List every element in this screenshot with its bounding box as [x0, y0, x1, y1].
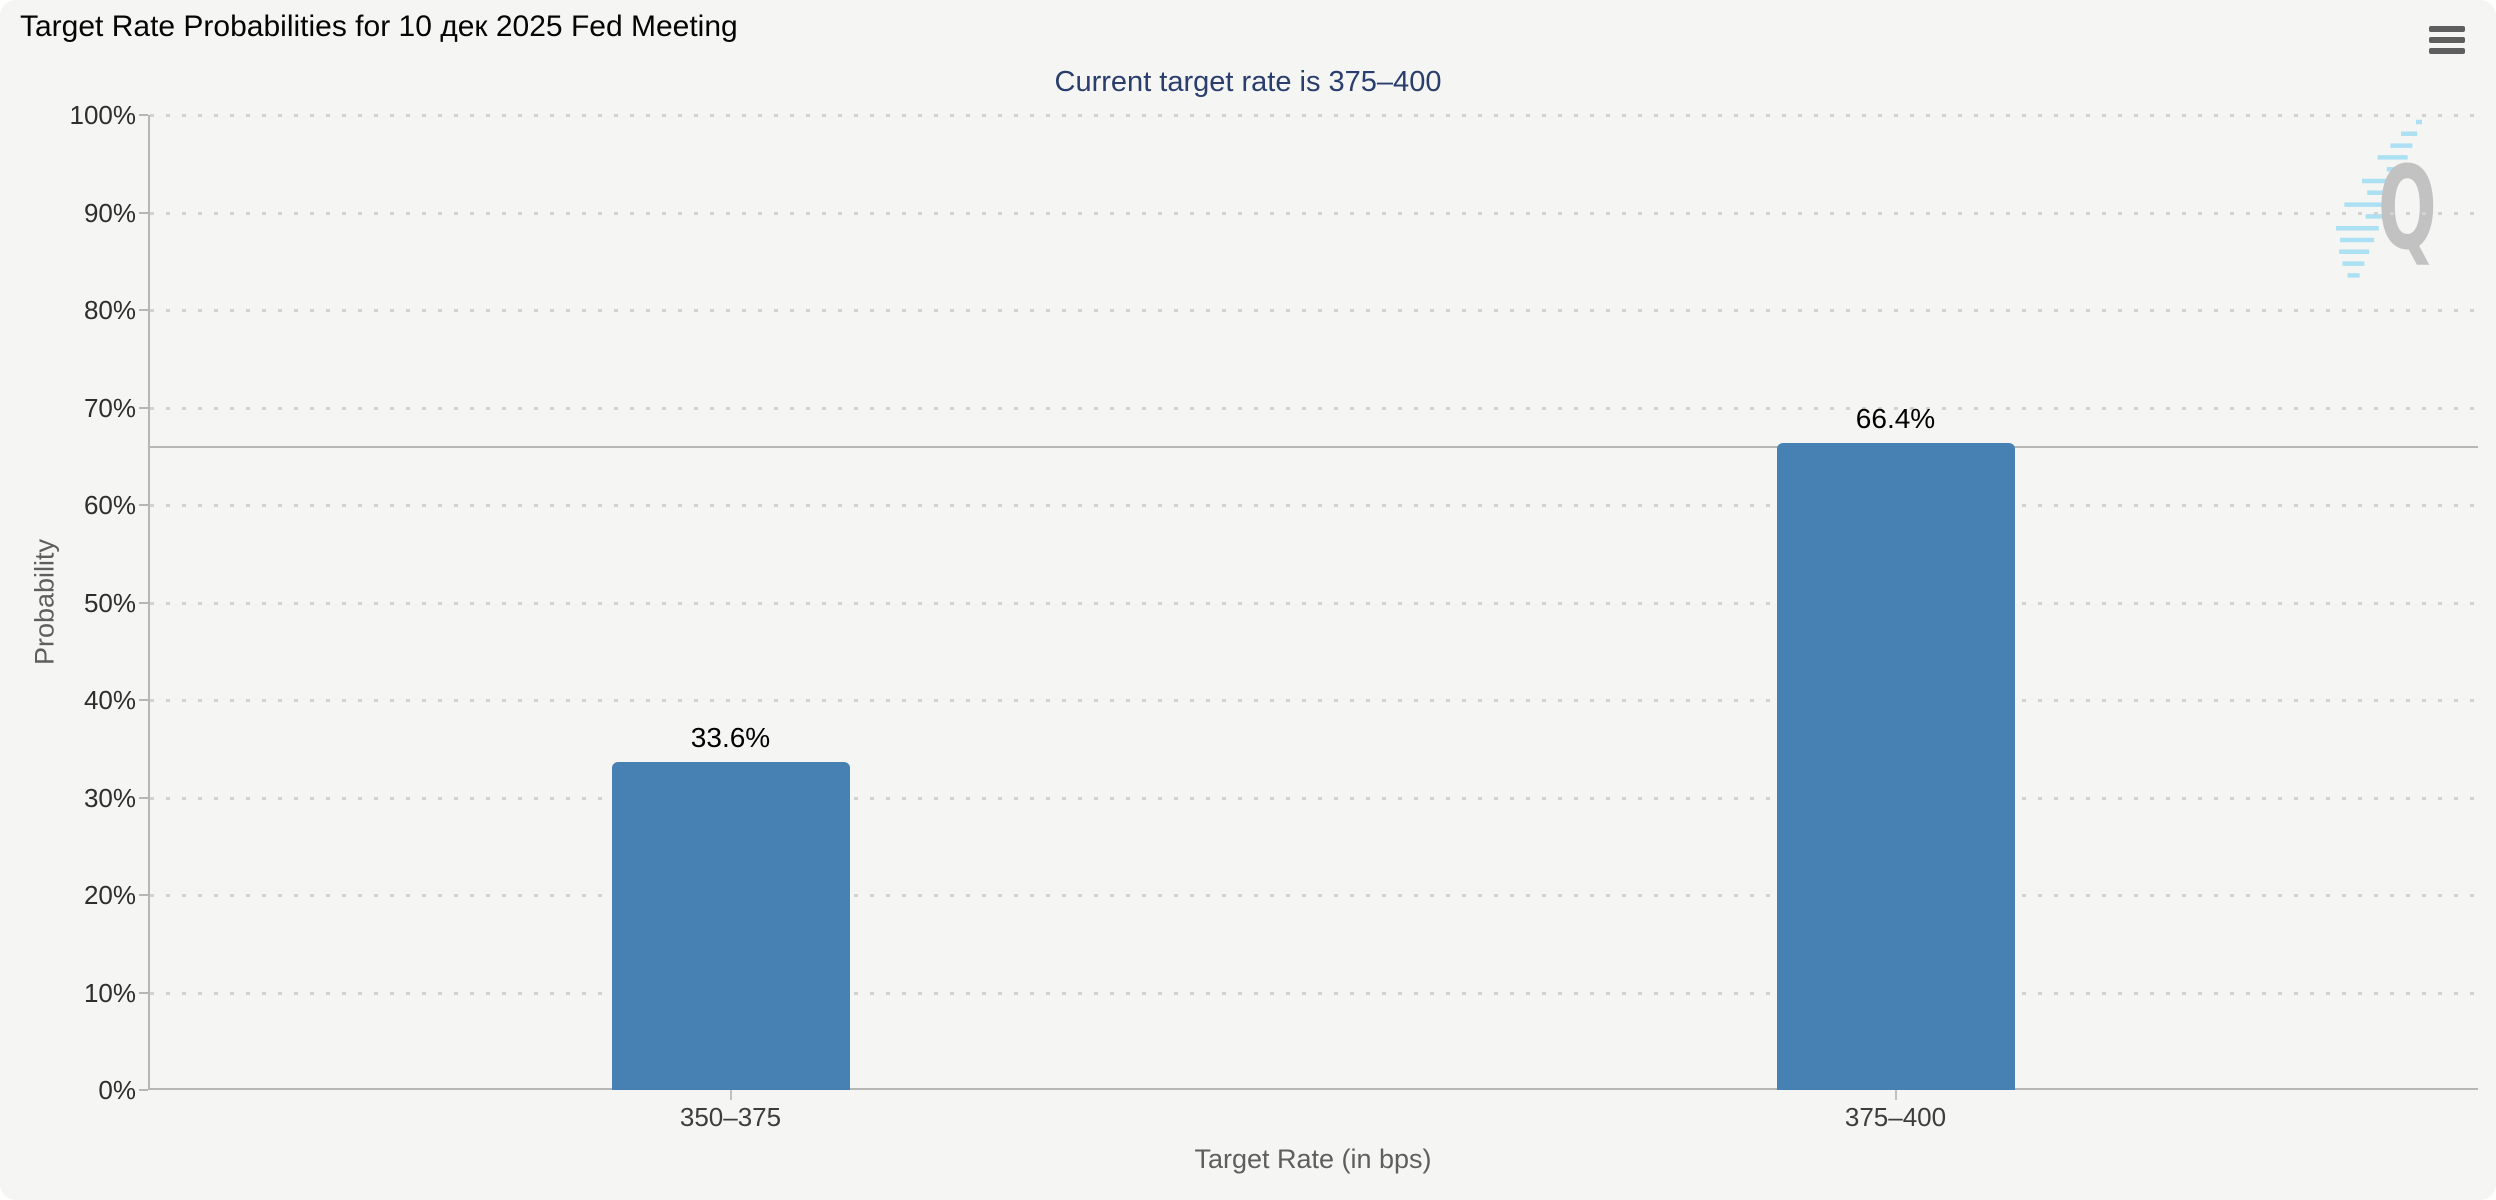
y-tick-label: 10% [83, 977, 136, 1008]
x-tick-label: 350–375 [679, 1102, 782, 1132]
y-tick-label: 50% [83, 587, 136, 618]
y-tick-mark [139, 601, 148, 604]
y-tick-mark [139, 309, 148, 311]
y-tick-mark [139, 699, 148, 701]
x-tick-label: 375–400 [1844, 1102, 1947, 1132]
bar-value-label: 33.6% [690, 722, 771, 754]
y-tick-label: 90% [83, 197, 136, 228]
bar-value-label: 66.4% [1855, 402, 1936, 434]
y-tick-label: 40% [83, 685, 136, 715]
x-tick-mark [729, 1090, 732, 1100]
y-tick-mark [139, 504, 148, 506]
y-axis-line [148, 115, 150, 1090]
gridline-70 [150, 406, 2478, 410]
x-axis-title: Target Rate (in bps) [1194, 1144, 1432, 1174]
bar-375–400[interactable] [1776, 442, 2015, 1090]
plot-area [148, 114, 2478, 1100]
y-tick-mark [139, 1089, 148, 1091]
gridline-60 [150, 504, 2478, 507]
hamburger-icon [2429, 26, 2465, 32]
gridline-50 [150, 601, 2478, 605]
gridline-20 [150, 894, 2478, 897]
gridline-90 [150, 211, 2478, 215]
hamburger-icon [2429, 48, 2465, 54]
bar-350–375[interactable] [611, 762, 850, 1090]
y-tick-label: 100% [69, 100, 137, 130]
y-tick-label: 60% [83, 490, 136, 520]
y-tick-mark [139, 796, 148, 799]
current-rate-reference-line [150, 445, 2478, 448]
chart-subtitle: Current target rate is 375–400 [1054, 66, 1442, 98]
gridline-10 [150, 991, 2478, 995]
y-tick-mark [139, 991, 148, 994]
chart-menu-button[interactable] [2429, 26, 2465, 54]
y-tick-label: 0% [98, 1075, 136, 1105]
y-tick-label: 20% [83, 880, 136, 910]
x-tick-mark [1894, 1090, 1897, 1100]
gridline-30 [150, 796, 2478, 800]
chart-title: Target Rate Probabilities for 10 дек 202… [20, 10, 738, 43]
y-tick-label: 70% [83, 392, 136, 423]
y-tick-mark [139, 406, 148, 409]
hamburger-icon [2429, 37, 2465, 43]
y-tick-label: 80% [83, 295, 136, 325]
y-tick-mark [139, 894, 148, 896]
y-tick-mark [139, 114, 148, 116]
y-tick-label: 30% [83, 782, 136, 813]
x-axis-line [148, 1088, 2478, 1090]
gridline-100 [150, 114, 2478, 117]
gridline-40 [150, 699, 2478, 702]
gridline-80 [150, 309, 2478, 312]
y-tick-mark [139, 211, 148, 214]
